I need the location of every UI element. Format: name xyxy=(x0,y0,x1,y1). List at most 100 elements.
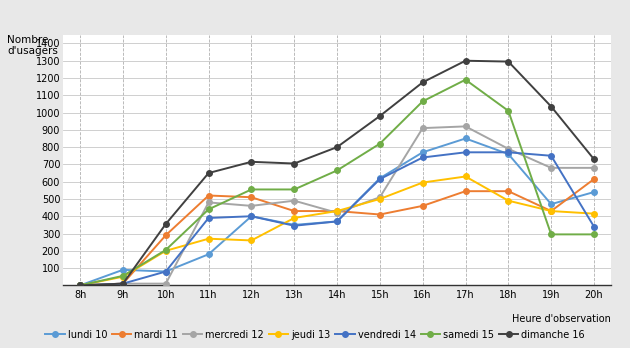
dimanche 16 xyxy=(590,157,598,161)
dimanche 16 xyxy=(333,145,341,149)
lundi 10 xyxy=(333,219,341,223)
samedi 15 xyxy=(419,99,427,103)
samedi 15 xyxy=(205,207,212,212)
mardi 11 xyxy=(462,189,469,193)
dimanche 16 xyxy=(290,161,298,166)
lundi 10 xyxy=(590,190,598,194)
Line: dimanche 16: dimanche 16 xyxy=(77,58,597,288)
mardi 11 xyxy=(119,282,127,286)
jeudi 13 xyxy=(419,181,427,185)
dimanche 16 xyxy=(376,114,384,118)
mercredi 12 xyxy=(333,211,341,215)
mercredi 12 xyxy=(590,166,598,170)
vendredi 14 xyxy=(290,224,298,228)
lundi 10 xyxy=(76,283,84,287)
mardi 11 xyxy=(376,212,384,216)
lundi 10 xyxy=(505,152,512,156)
jeudi 13 xyxy=(162,249,169,253)
dimanche 16 xyxy=(505,60,512,64)
mercredi 12 xyxy=(462,124,469,128)
jeudi 13 xyxy=(376,197,384,201)
samedi 15 xyxy=(462,78,469,82)
Line: samedi 15: samedi 15 xyxy=(77,77,597,288)
jeudi 13 xyxy=(205,237,212,241)
Line: jeudi 13: jeudi 13 xyxy=(77,174,597,288)
lundi 10 xyxy=(248,214,255,218)
jeudi 13 xyxy=(505,199,512,203)
mardi 11 xyxy=(290,209,298,213)
vendredi 14 xyxy=(248,214,255,218)
mardi 11 xyxy=(205,193,212,198)
vendredi 14 xyxy=(376,177,384,181)
vendredi 14 xyxy=(505,150,512,155)
vendredi 14 xyxy=(333,219,341,223)
Line: lundi 10: lundi 10 xyxy=(77,136,597,288)
dimanche 16 xyxy=(119,282,127,286)
mercredi 12 xyxy=(162,282,169,286)
Line: mercredi 12: mercredi 12 xyxy=(77,124,597,288)
lundi 10 xyxy=(119,268,127,272)
Y-axis label: Nombre
d'usagers: Nombre d'usagers xyxy=(8,35,58,56)
samedi 15 xyxy=(590,232,598,237)
mercredi 12 xyxy=(76,283,84,287)
lundi 10 xyxy=(462,136,469,141)
vendredi 14 xyxy=(205,216,212,220)
vendredi 14 xyxy=(119,282,127,286)
vendredi 14 xyxy=(162,269,169,274)
mardi 11 xyxy=(419,204,427,208)
mercredi 12 xyxy=(290,199,298,203)
dimanche 16 xyxy=(205,171,212,175)
mardi 11 xyxy=(333,209,341,213)
vendredi 14 xyxy=(547,154,555,158)
lundi 10 xyxy=(162,269,169,274)
jeudi 13 xyxy=(119,275,127,279)
Legend: lundi 10, mardi 11, mercredi 12, jeudi 13, vendredi 14, samedi 15, dimanche 16: lundi 10, mardi 11, mercredi 12, jeudi 1… xyxy=(45,330,585,340)
mercredi 12 xyxy=(547,166,555,170)
mardi 11 xyxy=(248,195,255,199)
lundi 10 xyxy=(419,150,427,155)
mercredi 12 xyxy=(205,200,212,205)
mardi 11 xyxy=(505,189,512,193)
dimanche 16 xyxy=(76,283,84,287)
Text: Heure d'observation: Heure d'observation xyxy=(512,314,611,324)
mardi 11 xyxy=(547,209,555,213)
dimanche 16 xyxy=(419,80,427,85)
samedi 15 xyxy=(162,248,169,252)
dimanche 16 xyxy=(547,104,555,109)
samedi 15 xyxy=(376,142,384,146)
jeudi 13 xyxy=(290,216,298,220)
dimanche 16 xyxy=(248,160,255,164)
jeudi 13 xyxy=(462,174,469,179)
mardi 11 xyxy=(162,233,169,237)
samedi 15 xyxy=(119,274,127,278)
samedi 15 xyxy=(333,168,341,173)
jeudi 13 xyxy=(76,283,84,287)
mardi 11 xyxy=(76,283,84,287)
vendredi 14 xyxy=(76,283,84,287)
vendredi 14 xyxy=(462,150,469,155)
samedi 15 xyxy=(76,283,84,287)
samedi 15 xyxy=(547,232,555,237)
mardi 11 xyxy=(590,177,598,181)
lundi 10 xyxy=(547,202,555,206)
vendredi 14 xyxy=(590,224,598,229)
samedi 15 xyxy=(505,109,512,113)
mercredi 12 xyxy=(376,195,384,199)
jeudi 13 xyxy=(248,238,255,243)
mercredi 12 xyxy=(248,204,255,208)
dimanche 16 xyxy=(462,58,469,63)
mercredi 12 xyxy=(505,147,512,151)
samedi 15 xyxy=(290,187,298,191)
mercredi 12 xyxy=(419,126,427,130)
mercredi 12 xyxy=(119,282,127,286)
dimanche 16 xyxy=(162,222,169,226)
vendredi 14 xyxy=(419,156,427,160)
Line: mardi 11: mardi 11 xyxy=(77,176,597,288)
lundi 10 xyxy=(205,252,212,256)
samedi 15 xyxy=(248,187,255,191)
jeudi 13 xyxy=(333,209,341,213)
lundi 10 xyxy=(376,176,384,180)
jeudi 13 xyxy=(590,212,598,216)
lundi 10 xyxy=(290,223,298,227)
Line: vendredi 14: vendredi 14 xyxy=(77,150,597,288)
